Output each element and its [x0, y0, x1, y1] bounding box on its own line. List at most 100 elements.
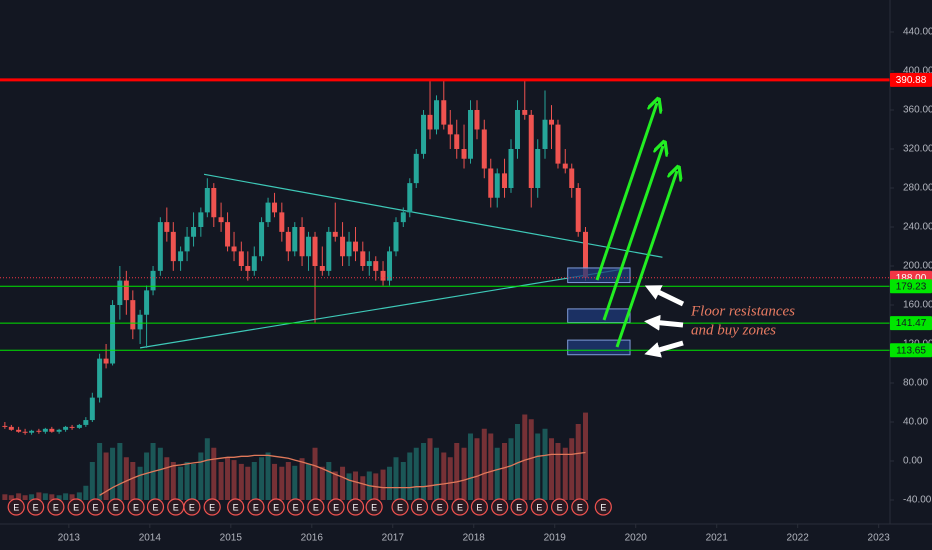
volume-bar [170, 462, 176, 500]
candle-body [312, 236, 318, 266]
volume-bar [184, 462, 190, 500]
price-badge [890, 343, 932, 358]
earnings-label: E [313, 502, 319, 512]
buy-zone [567, 339, 631, 356]
candle-body [245, 265, 251, 271]
earnings-label: E [133, 502, 139, 512]
earnings-label: E [516, 502, 522, 512]
drawings: Floor resistances and buy zones [595, 103, 795, 358]
candle-body [218, 217, 224, 223]
earnings-label: E [152, 502, 158, 512]
x-tick-label: 2019 [544, 533, 567, 544]
earnings-marker [594, 498, 612, 516]
y-tick-label: -40.00 [903, 495, 932, 506]
candle-body [259, 222, 265, 257]
annotation: Floor resistances [690, 303, 795, 319]
candle-body [42, 428, 48, 432]
y-tick-label: 200.00 [903, 261, 932, 272]
candle-body [502, 173, 508, 188]
volume-bar [332, 471, 338, 500]
earnings-marker [327, 498, 345, 516]
candle-body [413, 153, 419, 184]
earnings-label: E [73, 502, 79, 512]
candle-body [22, 431, 28, 433]
candle-body [150, 270, 156, 291]
candle-body [97, 358, 103, 398]
earnings-label: E [209, 502, 215, 512]
candle-body [29, 430, 35, 433]
candle-body [170, 231, 176, 262]
earnings-label: E [557, 502, 563, 512]
candle-body [63, 426, 69, 430]
price-badge-label: 390.88 [896, 75, 927, 86]
price-badge-label: 141.47 [896, 318, 927, 329]
volume-bar [259, 457, 265, 500]
candle-body [461, 148, 467, 159]
volume-pane [2, 412, 589, 500]
candle-body [123, 280, 129, 301]
y-tick-label: 280.00 [903, 183, 932, 194]
x-tick-label: 2020 [625, 533, 648, 544]
white-arrow [644, 340, 684, 358]
earnings-marker [107, 498, 125, 516]
volume-bar [502, 443, 508, 500]
volume-bar [16, 493, 22, 500]
volume-bar [144, 452, 150, 500]
candle-body [508, 148, 514, 188]
earnings-marker [530, 498, 548, 516]
candle-body [49, 428, 55, 432]
volume-bar [461, 447, 467, 500]
volume-bar [400, 462, 406, 500]
earnings-marker [127, 498, 145, 516]
candle-body [400, 212, 406, 223]
candle-body [393, 222, 399, 252]
y-tick-label: 320.00 [903, 144, 932, 155]
earnings-label: E [536, 502, 542, 512]
earnings-label: E [253, 502, 259, 512]
earnings-label: E [293, 502, 299, 512]
earnings-marker [307, 498, 325, 516]
green-arrow [602, 146, 663, 321]
volume-bar [204, 438, 210, 500]
trendline [140, 267, 631, 349]
y-tick-label: 360.00 [903, 105, 932, 116]
volume-bar [245, 466, 251, 500]
earnings-marker [491, 498, 509, 516]
earnings-label: E [371, 502, 377, 512]
earnings-marker [571, 498, 589, 516]
earnings-label: E [189, 502, 195, 512]
candle-body [36, 430, 42, 432]
candle-body [514, 109, 520, 149]
volume-bar [123, 457, 129, 500]
y-tick-label: 240.00 [903, 222, 932, 233]
candle-body [542, 119, 548, 149]
x-tick-label: 2018 [463, 533, 486, 544]
volume-bar [555, 443, 561, 500]
volume-bar [157, 447, 163, 500]
x-tick-label: 2017 [382, 533, 405, 544]
volume-bar [468, 433, 474, 500]
volume-bar [542, 428, 548, 500]
x-tick-label: 2021 [706, 533, 729, 544]
volume-ma-line [99, 451, 586, 496]
earnings-marker [7, 498, 25, 516]
earnings-marker [365, 498, 383, 516]
y-tick-label: 400.00 [903, 66, 932, 77]
volume-bar [292, 465, 298, 500]
candle-body [225, 222, 231, 247]
earnings-marker [391, 498, 409, 516]
volume-bar [474, 438, 480, 500]
candle-body [319, 265, 325, 271]
candle-body [528, 114, 534, 188]
volume-bar [225, 457, 231, 500]
volume-bar [562, 447, 568, 500]
annotation: and buy zones [691, 322, 776, 338]
earnings-marker [510, 498, 528, 516]
price-badge-label: 179.23 [896, 281, 927, 292]
volume-bar [29, 494, 35, 500]
earnings-marker [431, 498, 449, 516]
earnings-label: E [577, 502, 583, 512]
volume-bar [56, 495, 62, 500]
volume-bar [63, 493, 69, 500]
